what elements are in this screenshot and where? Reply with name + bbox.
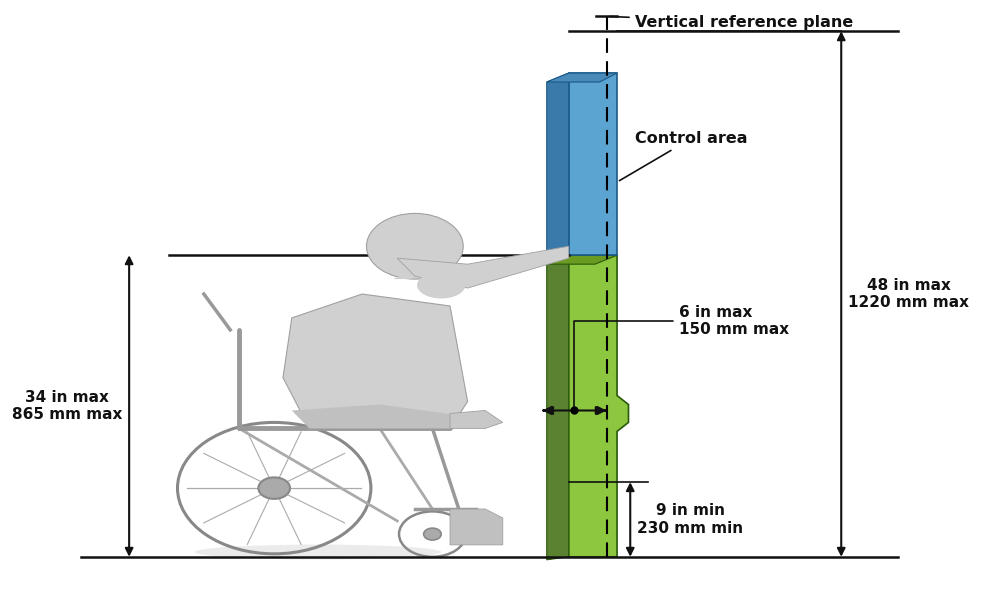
Polygon shape [291, 404, 468, 428]
Ellipse shape [417, 272, 465, 299]
Text: 34 in max
865 mm max: 34 in max 865 mm max [12, 390, 122, 422]
Circle shape [367, 214, 463, 279]
Text: Control area: Control area [619, 131, 748, 181]
Polygon shape [569, 73, 617, 255]
Circle shape [258, 478, 290, 499]
Circle shape [424, 528, 441, 540]
Polygon shape [546, 255, 617, 264]
Polygon shape [546, 73, 569, 264]
Polygon shape [569, 255, 629, 557]
Text: 48 in max
1220 mm max: 48 in max 1220 mm max [849, 278, 969, 310]
Bar [569, 482, 599, 557]
Polygon shape [283, 294, 468, 428]
Text: Vertical reference plane: Vertical reference plane [609, 15, 852, 30]
Ellipse shape [195, 545, 441, 559]
Polygon shape [450, 509, 503, 545]
Text: 9 in min
230 mm min: 9 in min 230 mm min [638, 503, 744, 536]
Polygon shape [450, 410, 503, 428]
Polygon shape [546, 73, 617, 82]
Polygon shape [392, 267, 428, 279]
Text: 6 in max
150 mm max: 6 in max 150 mm max [575, 305, 789, 408]
Polygon shape [546, 255, 569, 560]
Polygon shape [397, 246, 569, 288]
